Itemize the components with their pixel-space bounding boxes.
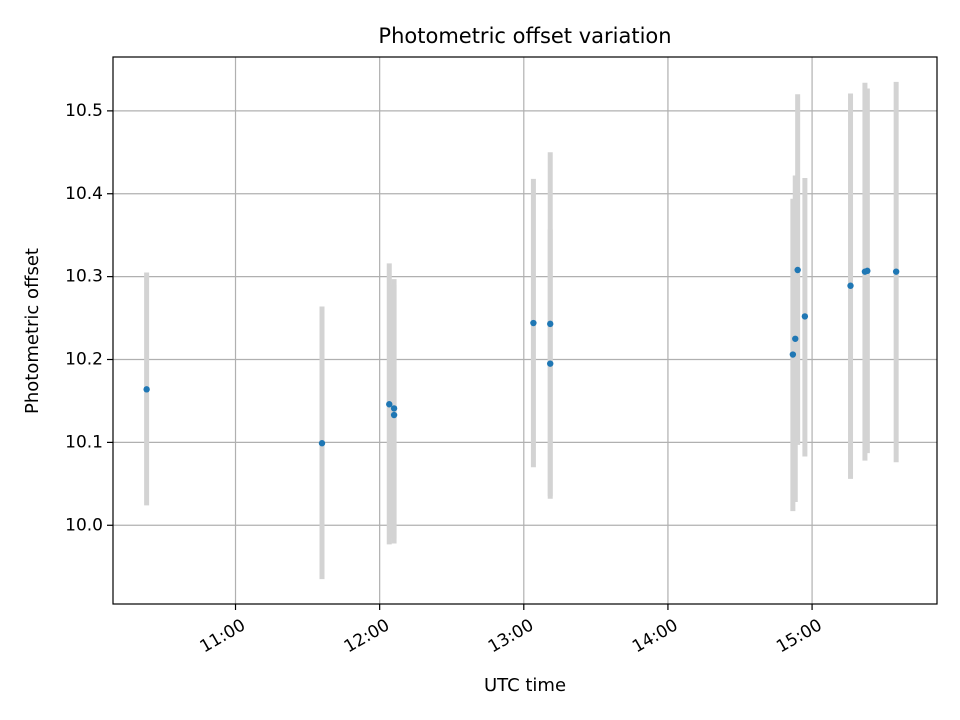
data-point [386,401,393,408]
data-point [390,405,398,412]
y-tick-label: 10.1 [65,432,103,452]
y-tick-label: 10.5 [65,101,103,121]
y-axis-label: Photometric offset [22,248,43,414]
y-tick-label: 10.3 [65,267,103,287]
plot-frame [112,56,938,605]
data-point [547,320,554,328]
x-axis-label: UTC time [484,675,566,696]
data-point [864,267,871,275]
data-point [390,411,398,419]
chart-title: Photometric offset variation [378,24,671,48]
data-point [792,335,799,342]
data-point [892,268,900,275]
data-point [789,351,797,358]
data-point [530,319,537,327]
data-point [847,282,854,289]
y-tick-label: 10.2 [65,350,103,370]
y-tick-label: 10.4 [65,184,103,204]
point-layer [143,266,900,447]
data-point [801,313,809,320]
y-tick-label: 10.0 [65,515,103,535]
data-point [143,386,150,393]
data-point [547,360,554,367]
data-point [318,440,326,447]
data-point [794,266,801,274]
